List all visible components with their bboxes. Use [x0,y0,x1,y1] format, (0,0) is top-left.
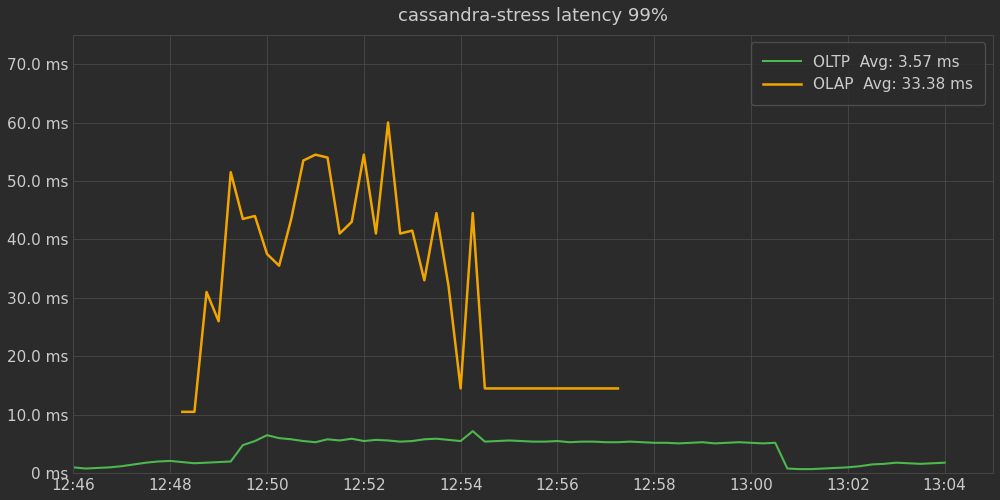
OLAP  Avg: 33.38 ms: (14.5, 33): 33.38 ms: (14.5, 33) [418,278,430,283]
OLTP  Avg: 3.57 ms: (0, 1): 3.57 ms: (0, 1) [67,464,79,470]
OLAP  Avg: 33.38 ms: (14, 41.5): 33.38 ms: (14, 41.5) [406,228,418,234]
OLAP  Avg: 33.38 ms: (22, 14.5): 33.38 ms: (22, 14.5) [600,386,612,392]
OLAP  Avg: 33.38 ms: (5.5, 31): 33.38 ms: (5.5, 31) [201,289,213,295]
OLAP  Avg: 33.38 ms: (7.5, 44): 33.38 ms: (7.5, 44) [249,213,261,219]
OLAP  Avg: 33.38 ms: (9.5, 53.5): 33.38 ms: (9.5, 53.5) [297,158,309,164]
OLTP  Avg: 3.57 ms: (18.5, 5.5): 3.57 ms: (18.5, 5.5) [515,438,527,444]
OLTP  Avg: 3.57 ms: (31, 0.8): 3.57 ms: (31, 0.8) [818,466,830,471]
OLAP  Avg: 33.38 ms: (15, 44.5): 33.38 ms: (15, 44.5) [430,210,442,216]
OLAP  Avg: 33.38 ms: (4.5, 10.5): 33.38 ms: (4.5, 10.5) [176,409,188,415]
OLAP  Avg: 33.38 ms: (20, 14.5): 33.38 ms: (20, 14.5) [551,386,563,392]
OLAP  Avg: 33.38 ms: (11, 41): 33.38 ms: (11, 41) [334,230,346,236]
Title: cassandra-stress latency 99%: cassandra-stress latency 99% [398,7,668,25]
OLAP  Avg: 33.38 ms: (11.5, 43): 33.38 ms: (11.5, 43) [346,219,358,225]
OLAP  Avg: 33.38 ms: (18.5, 14.5): 33.38 ms: (18.5, 14.5) [515,386,527,392]
OLAP  Avg: 33.38 ms: (12.5, 41): 33.38 ms: (12.5, 41) [370,230,382,236]
OLAP  Avg: 33.38 ms: (9, 43.5): 33.38 ms: (9, 43.5) [285,216,297,222]
OLTP  Avg: 3.57 ms: (16.5, 7.2): 3.57 ms: (16.5, 7.2) [467,428,479,434]
OLAP  Avg: 33.38 ms: (17, 14.5): 33.38 ms: (17, 14.5) [479,386,491,392]
OLAP  Avg: 33.38 ms: (13, 60): 33.38 ms: (13, 60) [382,120,394,126]
OLAP  Avg: 33.38 ms: (6.5, 51.5): 33.38 ms: (6.5, 51.5) [225,169,237,175]
OLAP  Avg: 33.38 ms: (13.5, 41): 33.38 ms: (13.5, 41) [394,230,406,236]
OLAP  Avg: 33.38 ms: (19, 14.5): 33.38 ms: (19, 14.5) [527,386,539,392]
OLAP  Avg: 33.38 ms: (10, 54.5): 33.38 ms: (10, 54.5) [309,152,321,158]
OLAP  Avg: 33.38 ms: (8.5, 35.5): 33.38 ms: (8.5, 35.5) [273,262,285,268]
OLAP  Avg: 33.38 ms: (16.5, 44.5): 33.38 ms: (16.5, 44.5) [467,210,479,216]
OLAP  Avg: 33.38 ms: (20.5, 14.5): 33.38 ms: (20.5, 14.5) [564,386,576,392]
Line: OLAP  Avg: 33.38 ms: OLAP Avg: 33.38 ms [182,122,618,412]
OLAP  Avg: 33.38 ms: (18, 14.5): 33.38 ms: (18, 14.5) [503,386,515,392]
OLTP  Avg: 3.57 ms: (12, 5.5): 3.57 ms: (12, 5.5) [358,438,370,444]
OLTP  Avg: 3.57 ms: (8, 6.5): 3.57 ms: (8, 6.5) [261,432,273,438]
Legend: OLTP  Avg: 3.57 ms, OLAP  Avg: 33.38 ms: OLTP Avg: 3.57 ms, OLAP Avg: 33.38 ms [751,42,985,104]
OLAP  Avg: 33.38 ms: (5, 10.5): 33.38 ms: (5, 10.5) [188,409,200,415]
OLAP  Avg: 33.38 ms: (6, 26): 33.38 ms: (6, 26) [213,318,225,324]
OLTP  Avg: 3.57 ms: (36, 1.8): 3.57 ms: (36, 1.8) [939,460,951,466]
OLAP  Avg: 33.38 ms: (21, 14.5): 33.38 ms: (21, 14.5) [576,386,588,392]
OLAP  Avg: 33.38 ms: (12, 54.5): 33.38 ms: (12, 54.5) [358,152,370,158]
OLAP  Avg: 33.38 ms: (7, 43.5): 33.38 ms: (7, 43.5) [237,216,249,222]
OLAP  Avg: 33.38 ms: (21.5, 14.5): 33.38 ms: (21.5, 14.5) [588,386,600,392]
OLTP  Avg: 3.57 ms: (30, 0.7): 3.57 ms: (30, 0.7) [793,466,805,472]
OLAP  Avg: 33.38 ms: (16, 14.5): 33.38 ms: (16, 14.5) [455,386,467,392]
OLAP  Avg: 33.38 ms: (10.5, 54): 33.38 ms: (10.5, 54) [322,154,334,160]
OLAP  Avg: 33.38 ms: (8, 37.5): 33.38 ms: (8, 37.5) [261,251,273,257]
OLAP  Avg: 33.38 ms: (22.5, 14.5): 33.38 ms: (22.5, 14.5) [612,386,624,392]
Line: OLTP  Avg: 3.57 ms: OLTP Avg: 3.57 ms [73,431,945,469]
OLAP  Avg: 33.38 ms: (19.5, 14.5): 33.38 ms: (19.5, 14.5) [539,386,551,392]
OLTP  Avg: 3.57 ms: (32, 1): 3.57 ms: (32, 1) [842,464,854,470]
OLAP  Avg: 33.38 ms: (15.5, 32): 33.38 ms: (15.5, 32) [443,283,455,289]
OLAP  Avg: 33.38 ms: (17.5, 14.5): 33.38 ms: (17.5, 14.5) [491,386,503,392]
OLTP  Avg: 3.57 ms: (33.5, 1.6): 3.57 ms: (33.5, 1.6) [878,461,890,467]
